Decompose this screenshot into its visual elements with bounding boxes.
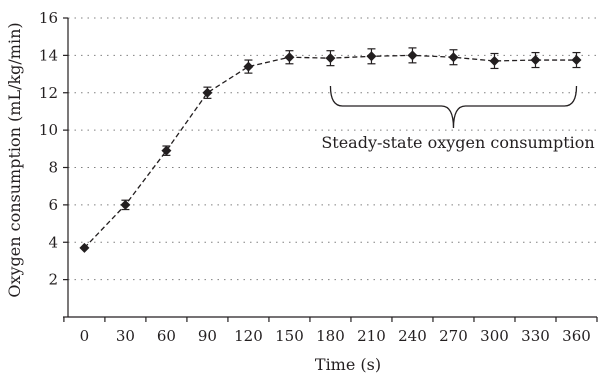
y-tick-label-8: 8 xyxy=(48,159,58,177)
data-point-0 xyxy=(79,242,90,253)
y-tick-label-16: 16 xyxy=(39,9,58,27)
data-point-120 xyxy=(243,61,254,72)
y-tick-label-2: 2 xyxy=(48,271,58,289)
x-tick-label-330: 330 xyxy=(521,327,550,345)
data-point-180 xyxy=(325,53,336,64)
x-tick-label-270: 270 xyxy=(439,327,468,345)
x-tick-label-150: 150 xyxy=(275,327,304,345)
data-point-210 xyxy=(366,51,377,62)
x-axis-ticks: 0 30 60 90 120 150 180 210 240 270 300 330 360 xyxy=(63,317,598,345)
data-point-60 xyxy=(161,145,172,156)
data-point-150 xyxy=(284,52,295,63)
x-tick-label-360: 360 xyxy=(562,327,591,345)
x-axis-title: Time (s) xyxy=(315,355,381,374)
y-axis-title: Oxygen consumption (mL/kg/min) xyxy=(5,22,24,297)
annotation xyxy=(329,85,578,129)
data-point-30 xyxy=(120,199,131,210)
data-point-270 xyxy=(448,52,459,63)
y-tick-label-14: 14 xyxy=(39,46,58,64)
data-series xyxy=(79,47,582,253)
x-tick-label-30: 30 xyxy=(116,327,135,345)
y-axis-ticks: 2 4 6 8 10 12 14 16 xyxy=(39,9,68,318)
x-tick-label-300: 300 xyxy=(480,327,509,345)
data-point-360 xyxy=(571,55,582,66)
y-tick-label-6: 6 xyxy=(48,196,58,214)
annotation-label: Steady-state oxygen consumption xyxy=(321,133,594,152)
x-tick-label-0: 0 xyxy=(80,327,90,345)
x-tick-label-60: 60 xyxy=(157,327,176,345)
x-tick-label-120: 120 xyxy=(234,327,263,345)
y-tick-label-4: 4 xyxy=(48,233,58,251)
data-point-90 xyxy=(202,87,213,98)
x-tick-label-240: 240 xyxy=(398,327,427,345)
steady-state-bracket xyxy=(329,85,578,129)
x-tick-label-180: 180 xyxy=(316,327,345,345)
x-tick-label-210: 210 xyxy=(357,327,386,345)
data-point-300 xyxy=(489,55,500,66)
y-tick-label-12: 12 xyxy=(39,84,58,102)
x-tick-label-90: 90 xyxy=(198,327,217,345)
data-point-240 xyxy=(407,50,418,61)
y-tick-label-10: 10 xyxy=(39,121,58,139)
data-point-330 xyxy=(530,55,541,66)
